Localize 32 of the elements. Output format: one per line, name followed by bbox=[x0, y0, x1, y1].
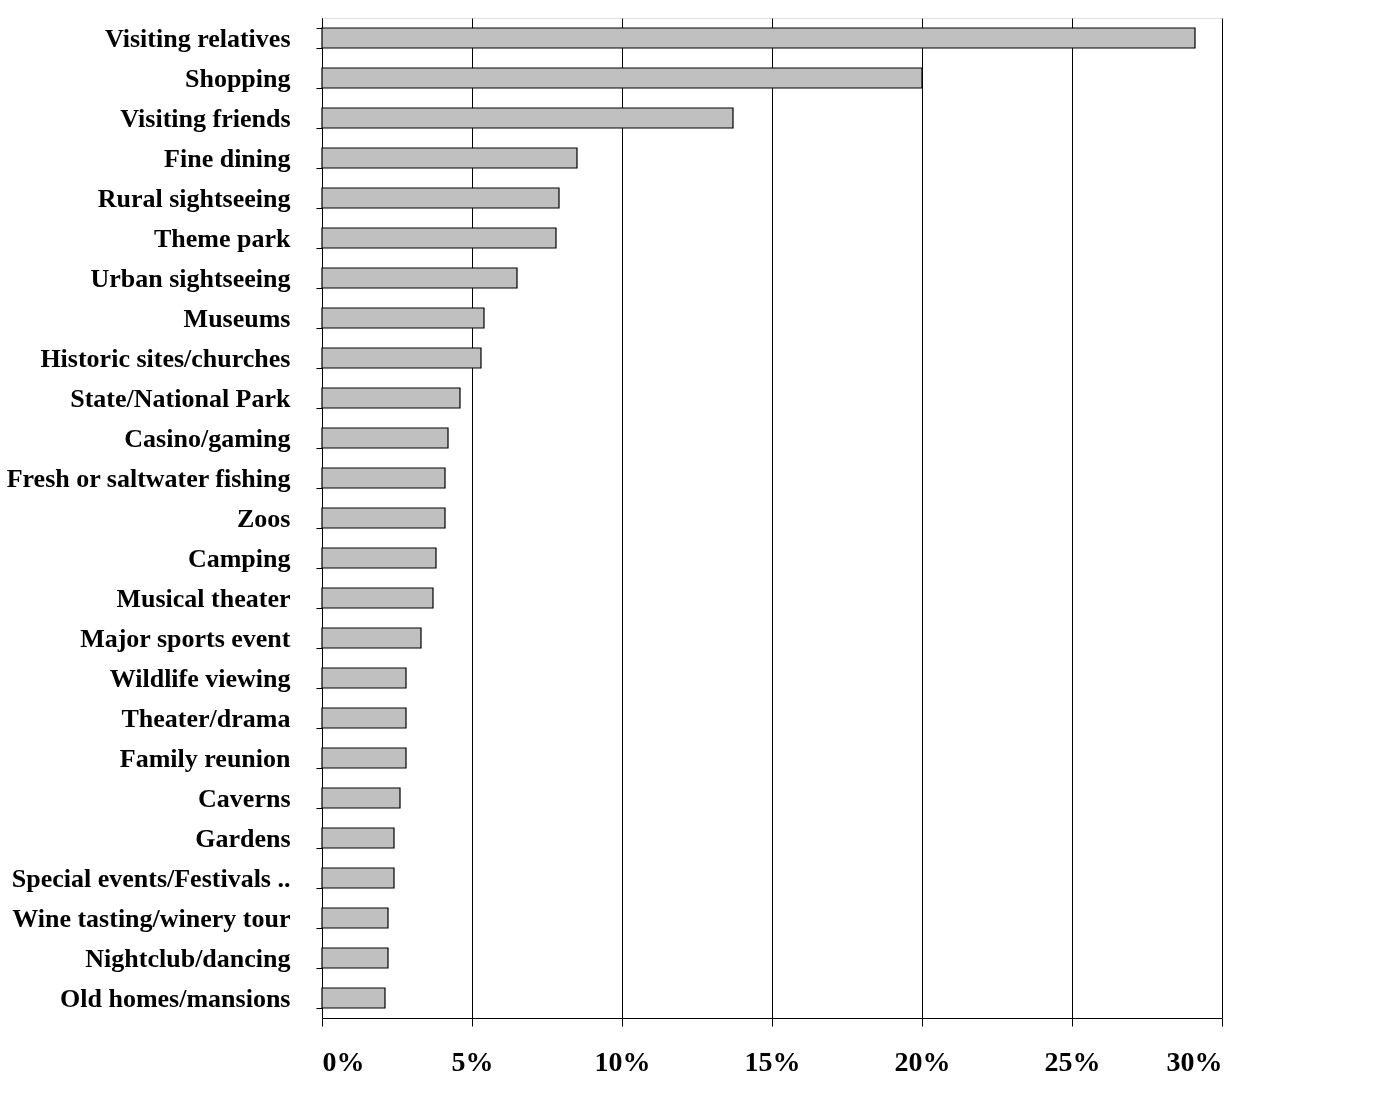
y-tick-label: Camping bbox=[187, 543, 291, 573]
y-tick-label: Old homes/mansions bbox=[60, 983, 291, 1013]
x-tick-label: 20% bbox=[894, 1045, 951, 1077]
y-tick-label: Visiting friends bbox=[120, 103, 291, 133]
x-tick-label: 0% bbox=[322, 1045, 365, 1077]
y-tick-label: Wildlife viewing bbox=[109, 663, 291, 693]
y-tick-label: Shopping bbox=[184, 63, 291, 93]
x-tick-label: 10% bbox=[594, 1045, 651, 1077]
y-tick-label: Family reunion bbox=[119, 743, 292, 773]
y-tick-label: Zoos bbox=[237, 503, 291, 533]
y-tick-label: State/National Park bbox=[70, 383, 292, 413]
y-tick-label: Theater/drama bbox=[121, 703, 291, 733]
y-tick-label: Museums bbox=[183, 303, 291, 333]
y-tick-label: Rural sightseeing bbox=[97, 183, 291, 213]
y-tick-label: Fresh or saltwater fishing bbox=[6, 463, 291, 493]
y-tick-label: Special events/Festivals .. bbox=[11, 863, 291, 893]
x-tick-label: 30% bbox=[1166, 1045, 1223, 1077]
y-tick-label: Nightclub/dancing bbox=[85, 943, 291, 973]
x-tick-label: 15% bbox=[744, 1045, 801, 1077]
y-tick-label: Theme park bbox=[154, 223, 292, 253]
y-tick-label: Gardens bbox=[195, 823, 291, 853]
y-tick-label: Urban sightseeing bbox=[90, 263, 291, 293]
y-tick-label: Major sports event bbox=[80, 623, 291, 653]
y-tick-label: Musical theater bbox=[116, 583, 291, 613]
y-tick-label: Wine tasting/winery tour bbox=[12, 903, 291, 933]
y-tick-label: Casino/gaming bbox=[124, 423, 291, 453]
y-tick-label: Visiting relatives bbox=[104, 23, 291, 53]
y-tick-label: Caverns bbox=[198, 783, 291, 813]
x-tick-label: 25% bbox=[1044, 1045, 1101, 1077]
y-tick-label: Historic sites/churches bbox=[40, 343, 291, 373]
y-tick-label: Fine dining bbox=[164, 143, 291, 173]
x-tick-label: 5% bbox=[451, 1045, 494, 1077]
